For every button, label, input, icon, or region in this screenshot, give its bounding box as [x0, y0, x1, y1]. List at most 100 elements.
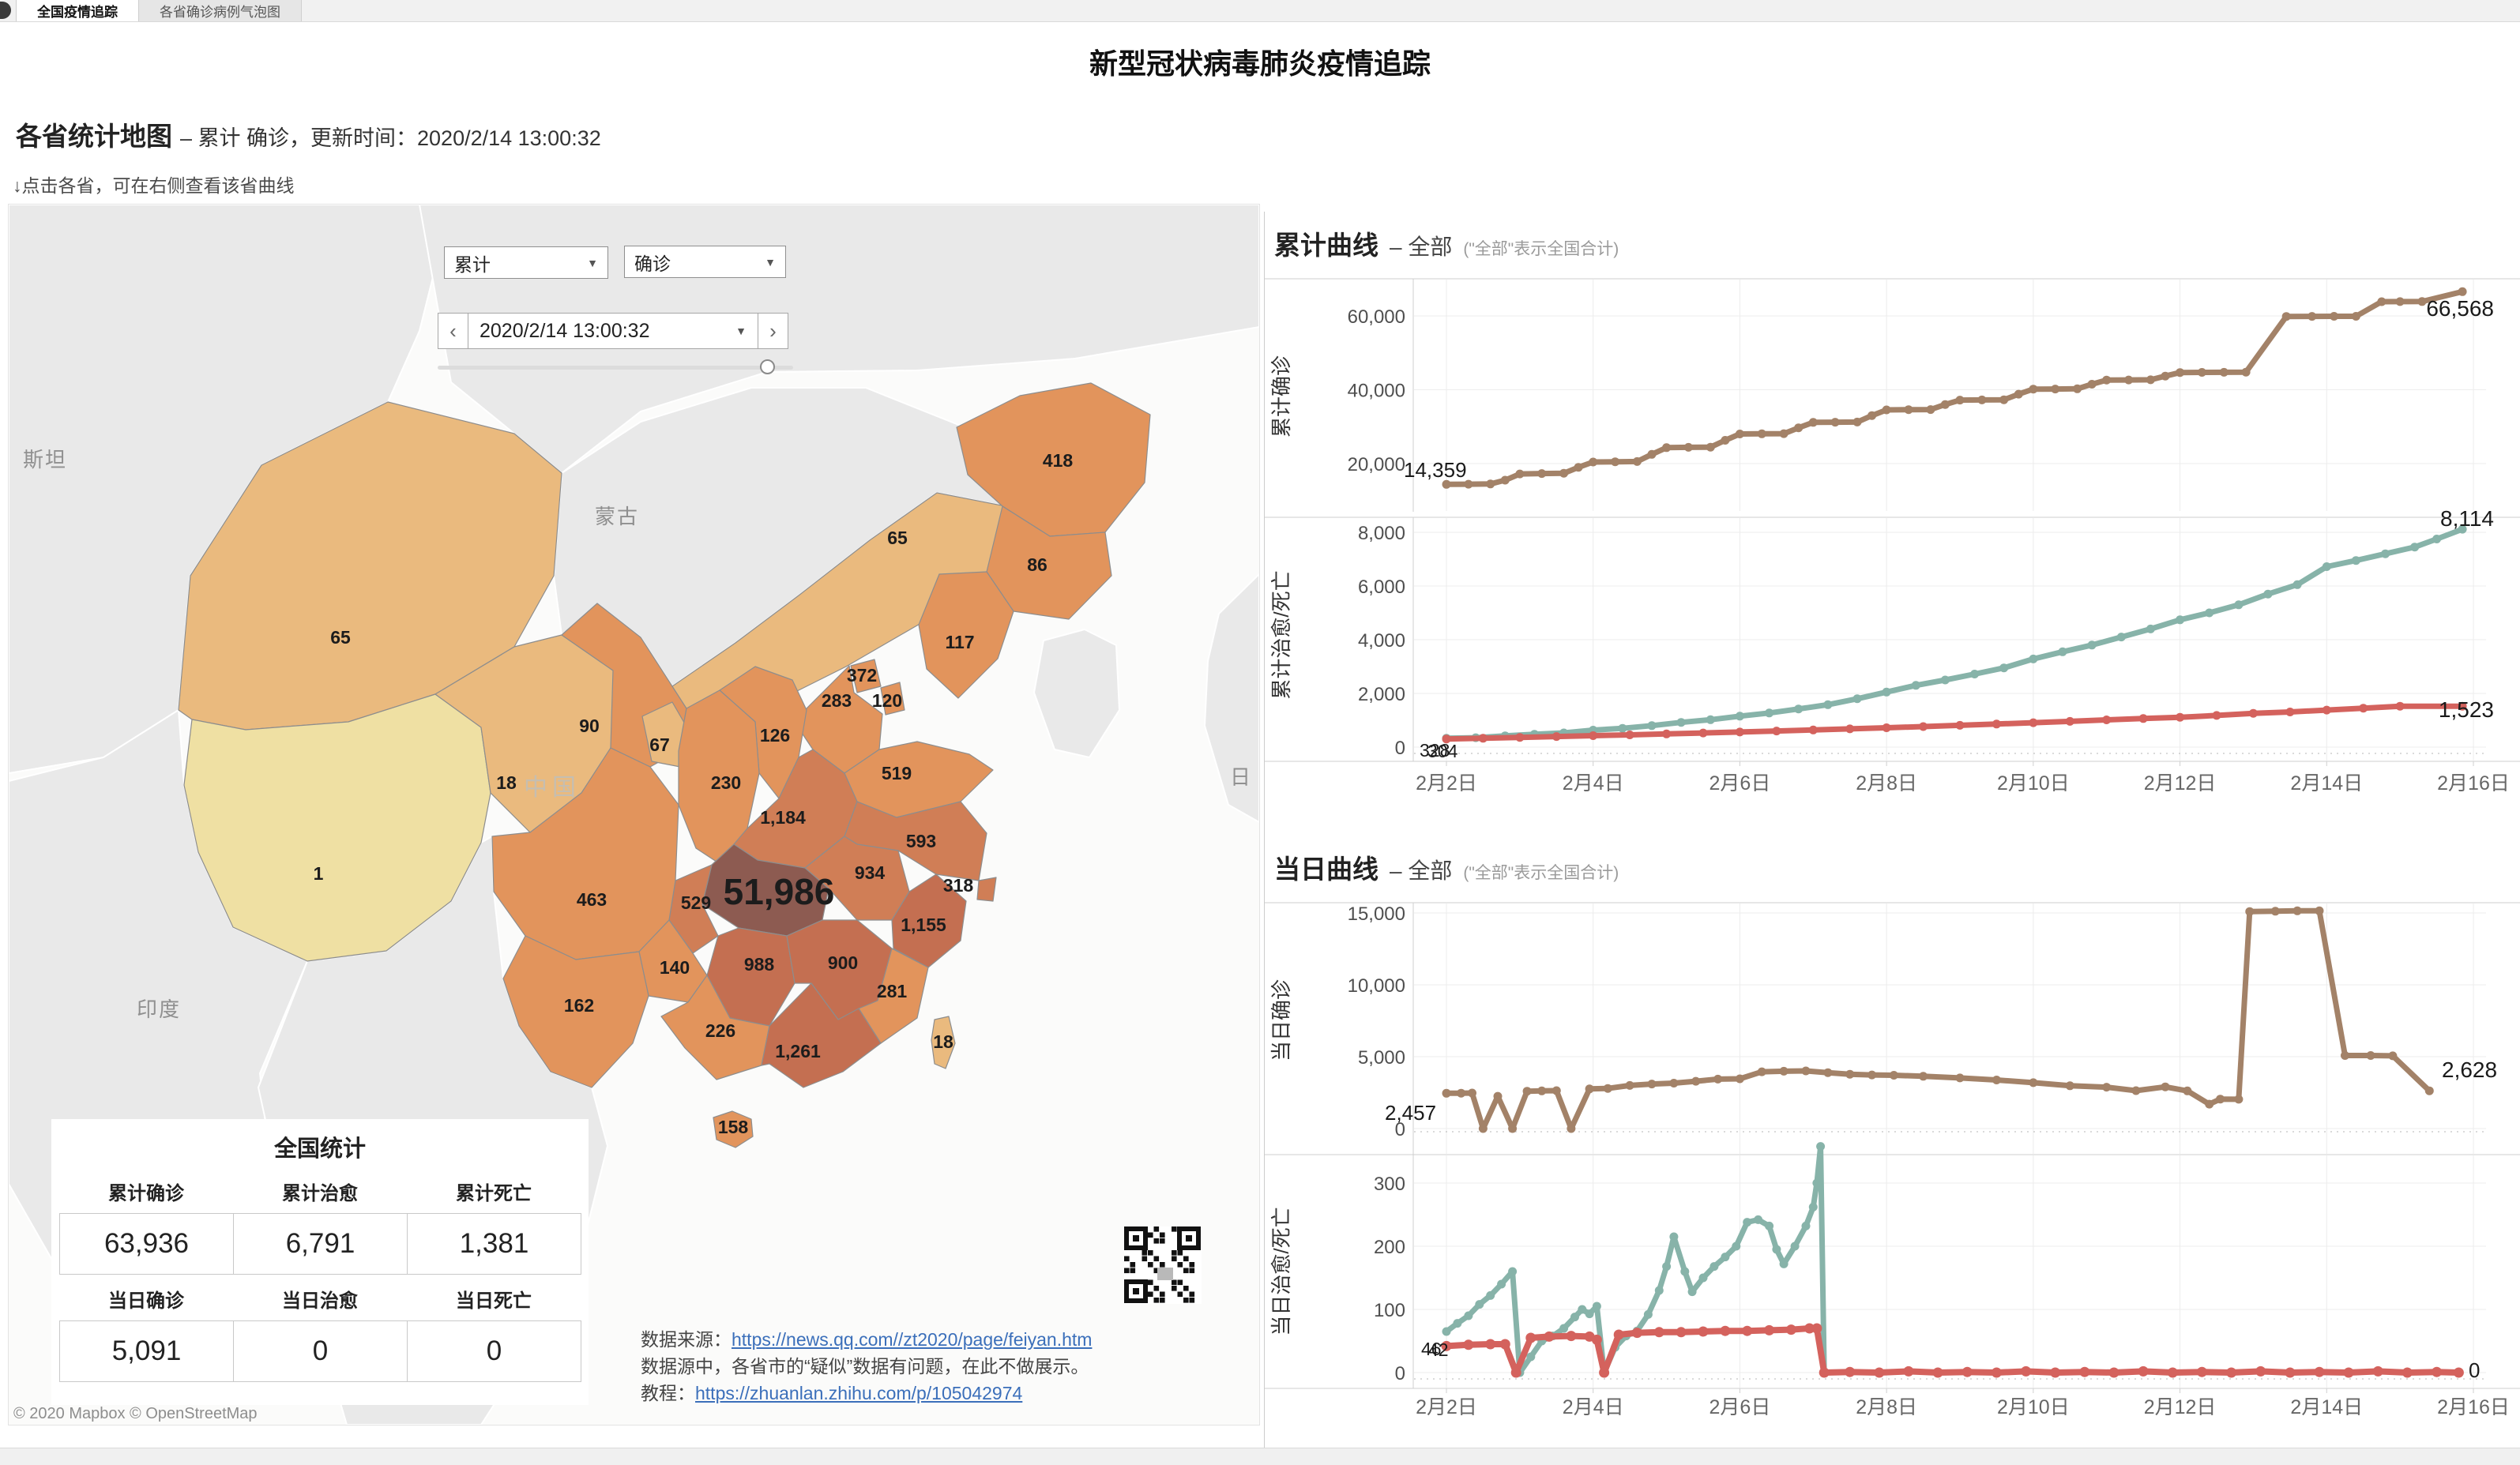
series-line-累计治愈 [1443, 526, 2465, 742]
province-value-beijing: 372 [847, 665, 877, 686]
section-note: ("全部"表示全国合计) [1463, 240, 1619, 258]
y-tick-label: 0 [1395, 1363, 1405, 1384]
tutorial-link[interactable]: https://zhuanlan.zhihu.com/p/105042974 [695, 1383, 1023, 1403]
source-link[interactable]: https://news.qq.com//zt2020/page/feiyan.… [732, 1329, 1093, 1350]
province-value-sichuan: 463 [577, 889, 607, 910]
page-title: 新型冠状病毒肺炎疫情追踪 [1089, 47, 1431, 80]
y-tick-label: 20,000 [1348, 454, 1405, 475]
x-tick-label: 2月14日 [2290, 1396, 2363, 1418]
annotation: 42 [1428, 1339, 1449, 1360]
province-value-guangdong: 1,261 [775, 1041, 821, 1061]
x-tick-label: 2月4日 [1563, 1396, 1624, 1418]
annotation: 304 [1427, 741, 1458, 761]
province-shanghai[interactable] [976, 877, 997, 902]
stat-metric-dropdown[interactable]: 确诊 ▼ [624, 246, 786, 278]
province-taiwan[interactable] [931, 1016, 956, 1069]
section-note: ("全部"表示全国合计) [1463, 864, 1619, 882]
province-value-jilin: 86 [1027, 554, 1047, 575]
date-prev-button[interactable]: ‹ [438, 313, 468, 349]
stat-cell: 累计确诊 63,936 [59, 1178, 234, 1275]
stat-cell: 累计治愈 6,791 [233, 1178, 408, 1275]
geo-label-china: 中国 [524, 775, 581, 801]
x-tick-label: 2月12日 [2144, 772, 2217, 794]
province-value-guangxi: 226 [705, 1020, 735, 1041]
y-tick-label: 40,000 [1348, 381, 1405, 402]
province-value-zhejiang: 1,155 [901, 915, 946, 935]
date-dropdown[interactable]: 2020/2/14 13:00:32 ▼ [468, 313, 758, 349]
province-zhejiang[interactable] [891, 873, 967, 968]
province-liaoning[interactable] [918, 571, 1014, 699]
province-tibet[interactable] [183, 693, 491, 962]
province-value-shanxi: 126 [760, 725, 790, 746]
province-guangdong[interactable] [761, 982, 882, 1088]
province-value-tibet: 1 [314, 863, 324, 884]
province-heilongjiang[interactable] [956, 382, 1151, 537]
province-value-heilongjiang: 418 [1043, 450, 1074, 471]
x-tick-label: 2月16日 [2437, 772, 2510, 794]
daily-charts: 0 5,000 10,000 15,000 2,457 2,628 当日确诊 0 100 200 3… [1265, 902, 2520, 1418]
tab-bubble-chart[interactable]: 各省确诊病例气泡图 [139, 0, 302, 21]
province-value-jiangsu: 593 [906, 831, 936, 851]
slider-track[interactable] [438, 366, 793, 370]
date-next-button[interactable]: › [758, 313, 788, 349]
y-tick-label: 8,000 [1358, 523, 1405, 544]
x-tick-label: 2月6日 [1709, 772, 1771, 794]
cumulative-header: 累计曲线 – 全部 ("全部"表示全国合计) [1265, 212, 2520, 262]
qr-code [1124, 1226, 1202, 1304]
stat-type-dropdown[interactable]: 累计 ▼ [444, 246, 608, 279]
section-title: 当日曲线 [1274, 855, 1378, 884]
province-value-inner_mongolia: 65 [887, 528, 908, 548]
annotation: 8,114 [2440, 506, 2494, 531]
province-hainan[interactable] [713, 1110, 754, 1148]
geo-label-india: 印度 [137, 997, 181, 1021]
y-tick-label: 2,000 [1358, 684, 1405, 705]
annotation: 14,359 [1404, 458, 1467, 482]
province-value-henan: 1,184 [760, 807, 806, 828]
cumulative-section: 累计曲线 – 全部 ("全部"表示全国合计) 20,000 40,000 60,00… [1264, 212, 2520, 837]
y-tick-label: 0 [1395, 738, 1405, 759]
x-tick-label: 2月10日 [1997, 772, 2070, 794]
province-value-anhui: 934 [855, 862, 886, 883]
cumulative-charts: 20,000 40,000 60,000 14,359 66,568 累计确诊 0 2,000… [1265, 278, 2520, 794]
neighbor-land [1032, 628, 1121, 759]
stat-label: 当日确诊 [108, 1290, 184, 1312]
stat-value: 0 [407, 1320, 581, 1382]
x-tick-label: 2月12日 [2144, 1396, 2217, 1418]
annotation: 46 [1421, 1339, 1442, 1359]
stat-metric-value: 确诊 [634, 253, 671, 274]
horizontal-scrollbar[interactable] [0, 1448, 2520, 1465]
series-line-累计死亡 [1443, 703, 2465, 742]
stat-cell: 当日确诊 5,091 [59, 1285, 234, 1382]
y-axis-title: 累计治愈/死亡 [1269, 570, 1293, 699]
y-tick-label: 60,000 [1348, 306, 1405, 328]
province-value-tianjin: 120 [872, 690, 902, 711]
chevron-left-icon: ‹ [449, 318, 457, 343]
province-value-hunan: 988 [744, 954, 775, 975]
province-value-shanghai: 318 [943, 875, 974, 896]
series-line-当日确诊 [1443, 907, 2432, 1132]
slider-handle[interactable] [760, 359, 775, 374]
province-value-ningxia: 67 [649, 734, 670, 755]
series-line-当日治愈 [1443, 1144, 1827, 1376]
y-tick-label: 6,000 [1358, 577, 1405, 598]
province-value-yunnan: 162 [564, 995, 594, 1016]
date-slider[interactable] [438, 359, 793, 375]
map-hint: ↓点击各省，可在右侧查看该省曲线 [13, 175, 295, 196]
map-attribution: © 2020 Mapbox © OpenStreetMap [13, 1405, 258, 1422]
stat-value: 5,091 [59, 1320, 234, 1382]
chevron-down-icon: ▼ [765, 255, 776, 269]
national-stats-panel: 全国统计 累计确诊 63,936 累计治愈 6,791 累计死亡 1,381 当日确诊… [51, 1119, 589, 1405]
province-beijing[interactable] [850, 659, 882, 693]
x-tick-label: 2月8日 [1856, 772, 1917, 794]
date-value: 2020/2/14 13:00:32 [480, 319, 650, 342]
province-tianjin[interactable] [880, 682, 905, 716]
section-scope: – 全部 [1390, 858, 1453, 883]
map-heading-main: 各省统计地图 [16, 122, 172, 151]
section-title: 累计曲线 [1274, 231, 1378, 260]
y-tick-label: 200 [1374, 1237, 1405, 1258]
tab-national-tracking[interactable]: 全国疫情追踪 [16, 0, 139, 21]
province-yunnan[interactable] [502, 935, 649, 1088]
annotation: 1,523 [2439, 697, 2494, 722]
series-line-累计确诊 [1443, 288, 2465, 487]
data-sources: 数据来源：https://news.qq.com//zt2020/page/fe… [641, 1326, 1092, 1407]
